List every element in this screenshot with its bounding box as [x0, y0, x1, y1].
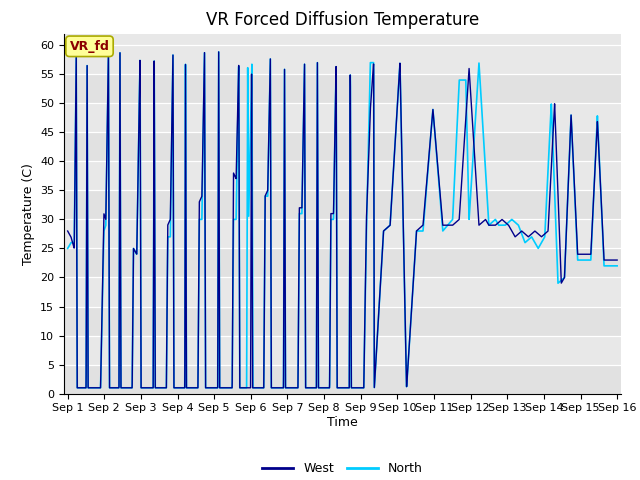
North: [474, 77, 482, 83]
Bar: [64, 365, 621, 394]
North: [215, 49, 223, 55]
Line: North: North: [68, 52, 617, 388]
Bar: [64, 74, 621, 103]
North: [394, 102, 401, 108]
X-axis label: Time: Time: [327, 416, 358, 429]
North: [64, 246, 72, 252]
West: [394, 102, 401, 108]
North: [613, 263, 621, 269]
West: [74, 385, 81, 391]
North: [421, 201, 429, 206]
West: [64, 228, 72, 234]
Bar: [64, 249, 621, 277]
West: [613, 257, 621, 263]
Y-axis label: Temperature (C): Temperature (C): [22, 163, 35, 264]
West: [421, 196, 429, 202]
Title: VR Forced Diffusion Temperature: VR Forced Diffusion Temperature: [206, 11, 479, 29]
Text: VR_fd: VR_fd: [70, 40, 109, 53]
West: [516, 230, 524, 236]
West: [215, 49, 223, 55]
Line: West: West: [68, 52, 617, 388]
North: [516, 226, 524, 231]
Bar: [64, 307, 621, 336]
Bar: [64, 132, 621, 161]
North: [164, 247, 172, 252]
North: [74, 385, 81, 391]
Bar: [64, 191, 621, 219]
West: [474, 205, 482, 211]
Legend: West, North: West, North: [257, 457, 428, 480]
West: [274, 385, 282, 391]
West: [164, 236, 172, 241]
North: [274, 385, 282, 391]
